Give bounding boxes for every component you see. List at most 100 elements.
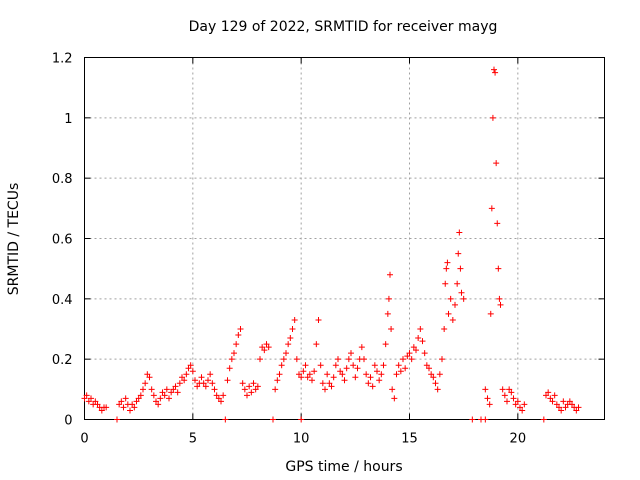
data-point <box>274 377 281 384</box>
data-point <box>161 392 168 399</box>
data-point <box>179 374 185 381</box>
data-point <box>369 383 376 390</box>
data-point <box>408 356 415 363</box>
data-point <box>421 350 428 357</box>
data-point <box>235 332 242 339</box>
data-point <box>454 280 461 287</box>
data-point <box>469 416 476 423</box>
data-point <box>213 392 220 399</box>
data-point <box>296 371 302 378</box>
data-point <box>276 371 283 378</box>
x-tick-label: 15 <box>401 432 418 447</box>
data-point <box>192 377 198 384</box>
data-point <box>426 365 432 372</box>
y-tick-label: 0.4 <box>52 293 73 308</box>
data-point <box>85 398 92 405</box>
data-point <box>205 377 211 384</box>
data-point <box>382 341 389 348</box>
data-point <box>155 401 162 408</box>
x-tick-label: 5 <box>189 432 197 447</box>
data-point <box>283 350 289 357</box>
data-point <box>499 386 506 393</box>
y-axis-label: SRMTID / TECUs <box>6 183 22 296</box>
data-point <box>341 377 348 384</box>
data-point <box>434 386 441 393</box>
data-point <box>406 350 413 357</box>
data-point <box>410 344 417 351</box>
data-point <box>92 398 99 405</box>
data-point <box>417 326 424 332</box>
grid <box>84 57 605 420</box>
data-point <box>272 386 279 393</box>
data-point <box>367 374 374 381</box>
data-point <box>517 404 523 411</box>
data-point <box>298 416 305 423</box>
y-tick-label: 0.6 <box>52 233 73 248</box>
data-point <box>300 368 307 375</box>
data-point <box>304 374 311 381</box>
data-point <box>88 395 94 402</box>
data-point <box>508 389 515 396</box>
data-point <box>457 265 464 272</box>
data-point <box>127 407 133 414</box>
data-point <box>337 368 344 375</box>
data-point <box>458 289 465 296</box>
data-point <box>553 401 560 408</box>
data-point <box>339 371 346 378</box>
data-point <box>510 395 517 402</box>
data-point <box>378 371 385 378</box>
data-point <box>137 392 144 399</box>
data-point <box>558 407 565 414</box>
data-point <box>482 386 489 393</box>
data-point <box>83 392 90 399</box>
data-point <box>332 362 339 369</box>
data-point <box>493 160 500 167</box>
data-point <box>566 398 573 405</box>
data-point <box>413 347 419 354</box>
data-point <box>487 310 494 317</box>
data-point <box>207 371 214 378</box>
data-point <box>148 386 155 393</box>
data-point <box>504 398 510 405</box>
x-axis-label: GPS time / hours <box>285 459 402 475</box>
data-point <box>489 114 496 121</box>
y-tick-label: 1.2 <box>52 52 73 67</box>
y-tick-label: 0 <box>64 414 72 429</box>
data-point <box>187 362 194 369</box>
data-point <box>233 341 240 348</box>
data-point <box>224 377 231 384</box>
data-point <box>380 362 387 369</box>
data-point <box>551 392 558 399</box>
data-point <box>120 404 127 411</box>
data-point <box>170 386 177 393</box>
data-point <box>482 416 489 423</box>
data-point <box>324 371 331 378</box>
data-point <box>501 392 508 399</box>
data-point <box>328 383 335 390</box>
data-point <box>363 371 370 378</box>
data-point <box>449 316 456 323</box>
data-point <box>153 398 159 405</box>
data-point <box>385 295 392 302</box>
chart-title: Day 129 of 2022, SRMTID for receiver may… <box>189 19 498 35</box>
data-point <box>254 383 261 390</box>
data-point <box>521 401 528 408</box>
data-point <box>519 407 526 414</box>
axis-ticks: 0 5 10 15 20 0 0.2 0.4 0.6 0.8 1 1.2 <box>52 52 605 447</box>
data-point <box>442 280 449 287</box>
data-point <box>573 407 580 414</box>
data-point <box>545 389 552 396</box>
data-point <box>514 398 521 405</box>
data-point <box>174 389 181 396</box>
data-point <box>246 383 253 390</box>
data-point <box>549 398 556 405</box>
data-point <box>352 374 359 381</box>
data-point <box>455 250 462 257</box>
data-point <box>460 295 467 302</box>
data-point <box>384 310 391 317</box>
data-point <box>231 350 237 357</box>
data-point <box>388 326 395 332</box>
data-point <box>129 401 136 408</box>
data-point <box>252 386 259 393</box>
data-point <box>506 386 513 393</box>
